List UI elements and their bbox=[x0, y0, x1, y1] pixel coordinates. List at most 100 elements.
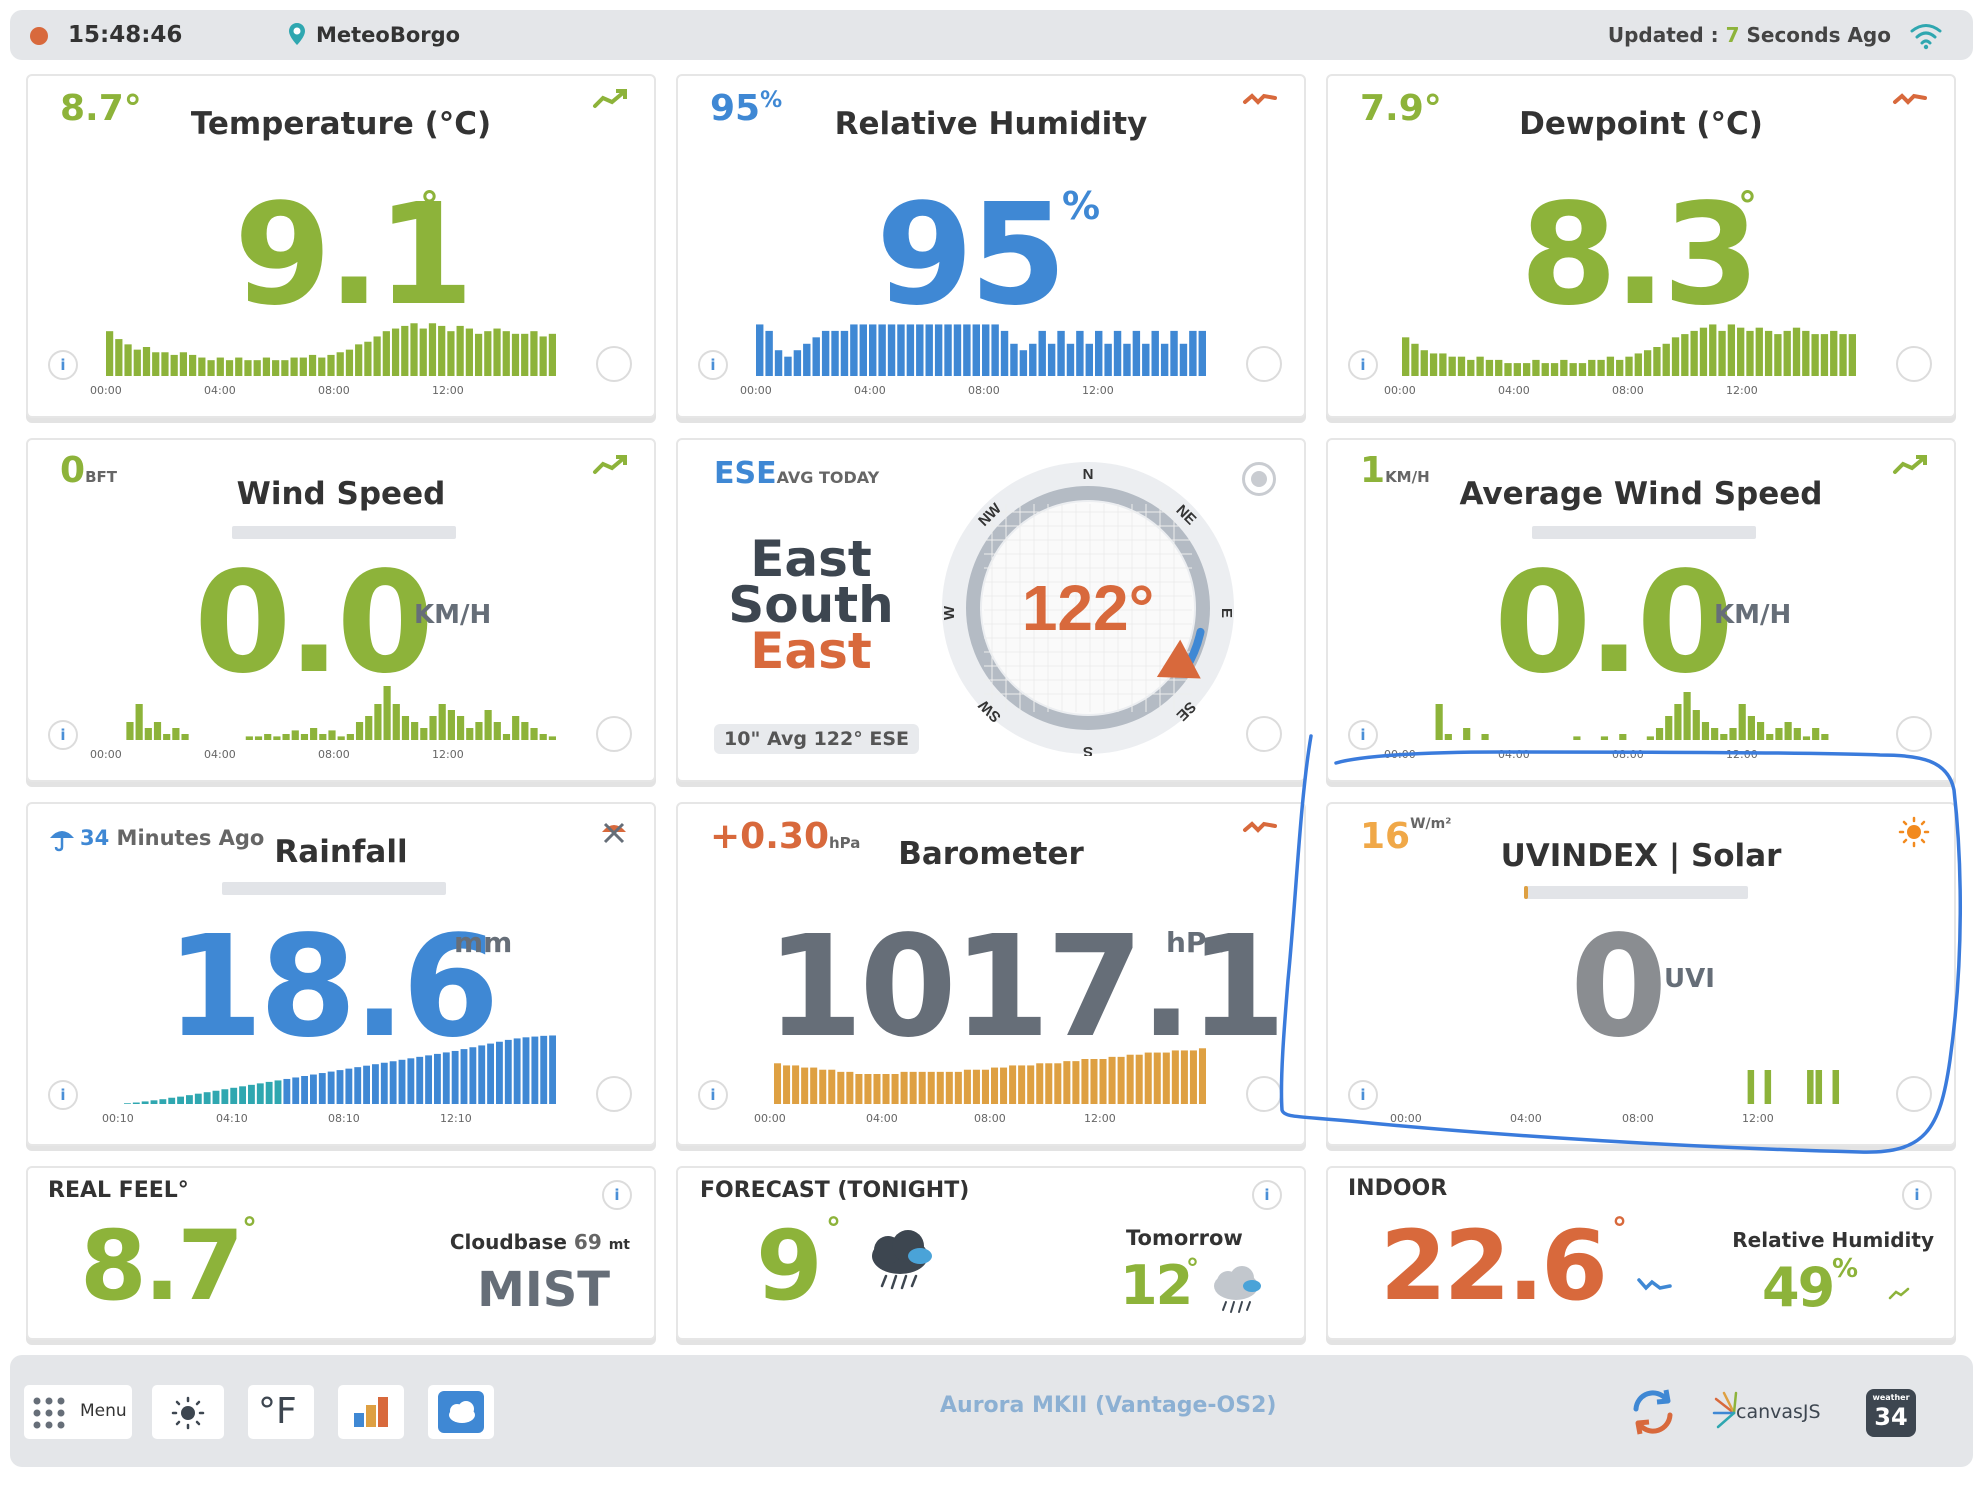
info-icon[interactable]: i bbox=[48, 350, 78, 380]
temperature-bar bbox=[493, 328, 501, 376]
rainfall-bar bbox=[363, 1065, 370, 1104]
avg_wind-bar bbox=[1701, 722, 1710, 740]
humidity-bar bbox=[972, 324, 980, 376]
wind-bar bbox=[264, 734, 272, 740]
dewpoint-bar bbox=[1569, 363, 1577, 376]
weather34-badge[interactable]: weather 34 bbox=[1866, 1389, 1916, 1437]
info-icon[interactable]: i bbox=[1902, 1180, 1932, 1210]
info-icon[interactable]: i bbox=[698, 1080, 728, 1110]
unit-toggle-button[interactable]: °F bbox=[248, 1385, 314, 1439]
barometer-value: 1017.1 bbox=[766, 906, 1286, 1069]
bottom-toolbar: Menu °F Aurora MKII (Vantage-OS2) bbox=[10, 1355, 1973, 1467]
menu-button[interactable]: Menu bbox=[24, 1385, 132, 1439]
canvasjs-link[interactable]: canvasJS bbox=[1712, 1385, 1822, 1439]
status-dot-icon[interactable] bbox=[30, 27, 48, 45]
info-icon[interactable]: i bbox=[1348, 720, 1378, 750]
barometer-bar bbox=[1180, 1050, 1188, 1104]
tomorrow-unit: ° bbox=[1186, 1254, 1199, 1284]
barometer-bar bbox=[927, 1071, 935, 1104]
temperature-card[interactable]: 8.7° Temperature (°C) 9.1 ° 00:00 04:00 … bbox=[26, 74, 656, 418]
info-icon[interactable]: i bbox=[698, 350, 728, 380]
uv-bar bbox=[1807, 1070, 1814, 1104]
humidity-tick: 12:00 bbox=[1082, 384, 1114, 397]
wind-bar bbox=[447, 710, 455, 740]
humidity-bar bbox=[850, 324, 858, 376]
wind-speed-unit: KM/H bbox=[414, 600, 492, 630]
rainfall-bar bbox=[212, 1090, 220, 1104]
humidity-bar bbox=[953, 324, 962, 376]
info-icon[interactable]: i bbox=[602, 1180, 632, 1210]
wind-speed-card[interactable]: 0BFT Wind Speed 0.0 KM/H 00:00 04:00 08:… bbox=[26, 438, 656, 782]
info-icon[interactable]: i bbox=[48, 1080, 78, 1110]
temperature-bar bbox=[216, 357, 224, 376]
wind-bar bbox=[273, 736, 281, 740]
rainfall-bar bbox=[345, 1068, 353, 1104]
chart-icon[interactable] bbox=[1246, 1076, 1282, 1112]
uv-solar-card[interactable]: 16W/m² UVINDEX | Solar 0 UVI 00:00 04:00… bbox=[1326, 802, 1956, 1146]
temperature-bar bbox=[115, 339, 123, 376]
trend-rising-icon bbox=[1893, 93, 1927, 105]
ten-minute-average-label: 10" Avg 122° ESE bbox=[724, 728, 909, 750]
average-wind-value: 0.0 bbox=[1494, 542, 1734, 705]
tomorrow-label: Tomorrow bbox=[1126, 1226, 1243, 1250]
barometer-unit: hPa bbox=[1166, 926, 1225, 959]
temperature-bar bbox=[484, 331, 492, 376]
charts-button[interactable] bbox=[338, 1385, 404, 1439]
humidity-bar bbox=[869, 324, 877, 376]
dewpoint-bar bbox=[1476, 356, 1484, 376]
info-icon[interactable]: i bbox=[1348, 1080, 1378, 1110]
chart-icon[interactable] bbox=[1896, 346, 1932, 382]
barometer-card[interactable]: +0.30hPa Barometer 1017.1 hPa 00:00 04:0… bbox=[676, 802, 1306, 1146]
direction-options-icon[interactable] bbox=[1242, 462, 1276, 496]
real-feel-unit: ° bbox=[242, 1212, 257, 1247]
temperature-bar bbox=[373, 336, 381, 376]
chart-icon[interactable] bbox=[1896, 1076, 1932, 1112]
chart-icon[interactable] bbox=[596, 716, 632, 752]
temperature-bar bbox=[133, 349, 141, 376]
rainfall-bar bbox=[239, 1086, 246, 1104]
avg_wind-bar bbox=[1720, 734, 1728, 740]
wind-bar bbox=[456, 716, 465, 740]
rainfall-card[interactable]: 34 Minutes Ago Rainfall 18.6 mm 00:10 04… bbox=[26, 802, 656, 1146]
temperature-bar bbox=[355, 344, 363, 376]
chart-icon[interactable] bbox=[1246, 346, 1282, 382]
rainfall-bar bbox=[504, 1039, 512, 1104]
direction-avg-label: AVG TODAY bbox=[776, 468, 880, 487]
average-wind-card[interactable]: 1KM/H Average Wind Speed 0.0 KM/H 00:00 … bbox=[1326, 438, 1956, 782]
info-icon[interactable]: i bbox=[1252, 1180, 1282, 1210]
forecast-card[interactable]: FORECAST (TONIGHT) i 9 ° Tomorrow 12 ° bbox=[676, 1166, 1306, 1340]
temperature-tick: 04:00 bbox=[204, 384, 236, 397]
chart-icon[interactable] bbox=[596, 1076, 632, 1112]
humidity-title: Relative Humidity bbox=[834, 106, 1148, 142]
chart-icon[interactable] bbox=[1246, 716, 1282, 752]
barometer-bar bbox=[846, 1071, 854, 1104]
avg_wind-bar bbox=[1683, 692, 1691, 740]
humidity-bar bbox=[1179, 343, 1188, 376]
humidity-bar bbox=[774, 350, 783, 376]
chart-icon[interactable] bbox=[1896, 716, 1932, 752]
wind-direction-card[interactable]: ESEAVG TODAY East South East 10" Avg 122… bbox=[676, 438, 1306, 782]
station-name[interactable]: MeteoBorgo bbox=[316, 23, 461, 47]
info-icon[interactable]: i bbox=[1348, 350, 1378, 380]
dewpoint-bar bbox=[1811, 334, 1819, 376]
info-icon[interactable]: i bbox=[48, 720, 78, 750]
indoor-card[interactable]: INDOOR i 22.6 ° Relative Humidity 49 % bbox=[1326, 1166, 1956, 1340]
humidity-small-value: 95% bbox=[710, 88, 782, 129]
forecast-button[interactable] bbox=[428, 1385, 494, 1439]
humidity-card[interactable]: 95% Relative Humidity 95 % 00:00 04:00 0… bbox=[676, 74, 1306, 418]
refresh-icon[interactable] bbox=[1628, 1387, 1678, 1437]
chart-icon[interactable] bbox=[596, 346, 632, 382]
wind-speed-value: 0.0 bbox=[194, 542, 434, 705]
real-feel-card[interactable]: REAL FEEL° i 8.7 ° Cloudbase 69 mt MIST bbox=[26, 1166, 656, 1340]
temperature-bar bbox=[548, 333, 556, 376]
humidity-bar bbox=[1151, 330, 1159, 376]
uv-index-bar bbox=[1524, 886, 1748, 899]
dewpoint-card[interactable]: 7.9° Dewpoint (°C) 8.3 ° 00:00 04:00 08:… bbox=[1326, 74, 1956, 418]
indoor-title: INDOOR bbox=[1348, 1176, 1448, 1201]
humidity-bar bbox=[1000, 330, 1009, 376]
theme-button[interactable] bbox=[152, 1385, 224, 1439]
dewpoint-bar bbox=[1727, 324, 1736, 376]
wind-tick: 04:00 bbox=[204, 748, 236, 761]
rainfall-bar bbox=[186, 1095, 193, 1104]
dewpoint-bar bbox=[1522, 363, 1531, 376]
